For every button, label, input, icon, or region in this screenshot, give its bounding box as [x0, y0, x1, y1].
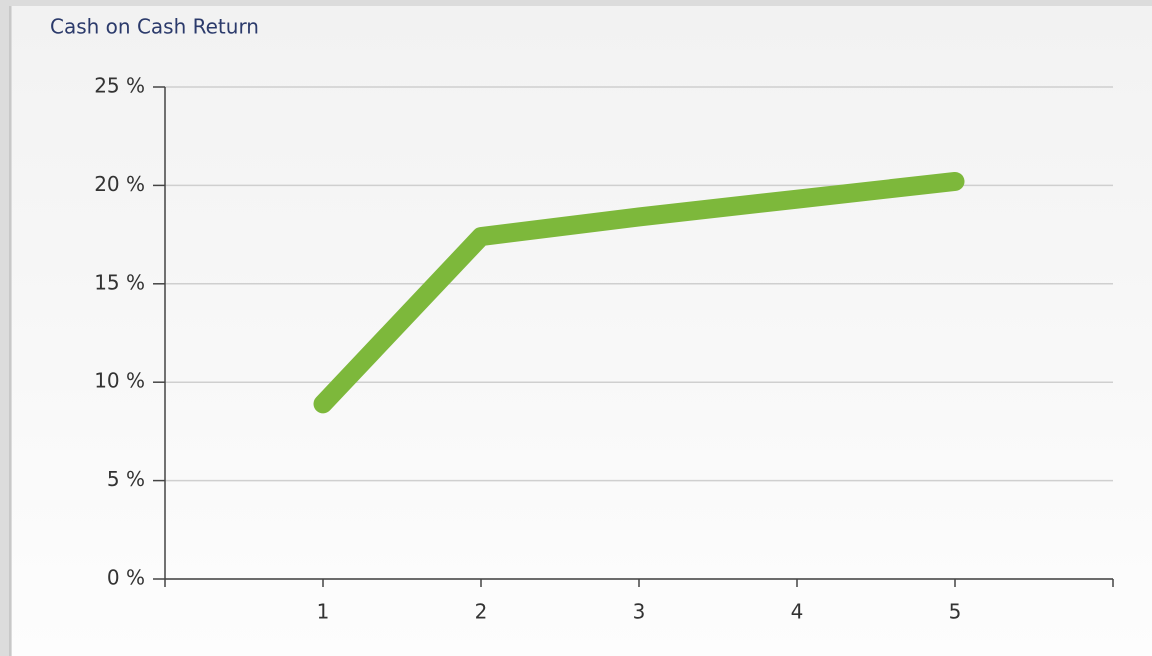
- x-tick-label: 4: [791, 600, 804, 624]
- y-tick-label: 10 %: [94, 369, 145, 393]
- panel: [12, 6, 1152, 656]
- data-line: [313, 171, 965, 414]
- chart-title: Cash on Cash Return: [50, 15, 259, 39]
- x-tick-label: 2: [475, 600, 488, 624]
- y-tick-label: 15 %: [94, 270, 145, 294]
- x-tick-label: 5: [949, 600, 962, 624]
- y-tick-label: 20 %: [94, 172, 145, 196]
- x-tick-label: 1: [317, 600, 330, 624]
- y-tick-label: 0 %: [107, 566, 145, 590]
- y-tick-label: 25 %: [94, 74, 145, 98]
- y-tick-label: 5 %: [107, 467, 145, 491]
- x-tick-label: 3: [633, 600, 646, 624]
